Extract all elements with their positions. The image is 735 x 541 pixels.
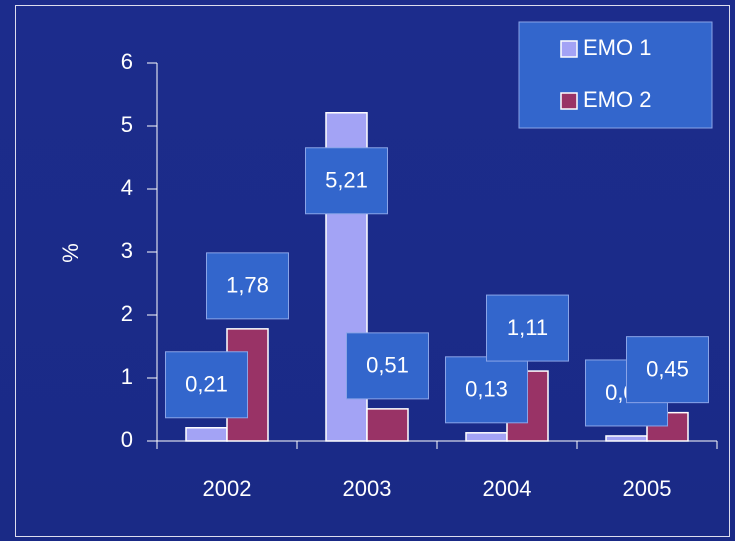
y-tick-label: 4 (121, 175, 133, 200)
x-tick-label: 2004 (483, 476, 532, 501)
bar (366, 408, 409, 442)
legend-marker (560, 92, 578, 110)
y-tick-label: 2 (121, 301, 133, 326)
value-label-box (305, 147, 388, 215)
value-label: 0,13 (465, 377, 508, 402)
y-tick-label: 5 (121, 112, 133, 137)
legend-marker (560, 40, 578, 58)
legend-box (518, 21, 713, 129)
value-label: 0,45 (646, 356, 689, 381)
x-tick-label: 2003 (343, 476, 392, 501)
bar (605, 435, 648, 442)
value-label-box (346, 332, 429, 400)
bar (185, 427, 228, 442)
legend-label: EMO 2 (583, 87, 651, 112)
legend-label: EMO 1 (583, 35, 651, 60)
value-label: 5,21 (325, 168, 368, 193)
y-tick-label: 6 (121, 49, 133, 74)
value-label-box (206, 252, 289, 320)
x-tick-label: 2005 (623, 476, 672, 501)
x-tick-label: 2002 (203, 476, 252, 501)
y-tick-label: 3 (121, 238, 133, 263)
value-label-box (445, 356, 528, 424)
value-label: 1,78 (226, 273, 269, 298)
y-tick-label: 0 (121, 427, 133, 452)
frame (15, 5, 730, 537)
y-tick-label: 1 (121, 364, 133, 389)
value-label: 0,51 (366, 353, 409, 378)
value-label: 0,21 (185, 372, 228, 397)
y-axis-label: % (58, 243, 83, 263)
value-label-box (165, 351, 248, 419)
bar (465, 432, 508, 442)
value-label: 1,11 (507, 315, 548, 340)
value-label-box (626, 336, 709, 404)
value-label-box (486, 294, 569, 362)
